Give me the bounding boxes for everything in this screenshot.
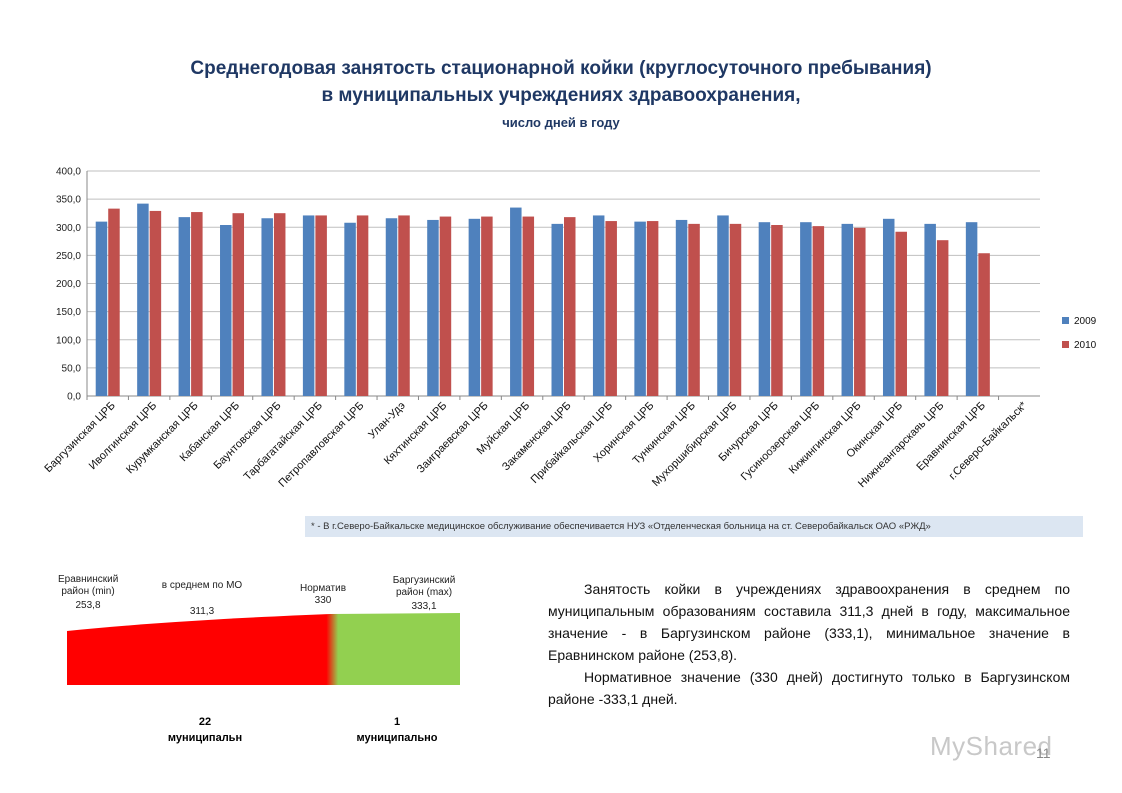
x-tick-label: Баргузинская ЦРБ xyxy=(42,400,117,475)
bar-2010 xyxy=(729,223,742,396)
bar-2010 xyxy=(439,216,452,396)
bar-2009 xyxy=(178,217,191,396)
above-norm-count: 1 xyxy=(393,716,401,728)
watermark-logo: MyShared xyxy=(930,731,1053,761)
bar-2009 xyxy=(468,218,481,396)
chart-title-line2: в муниципальных учреждениях здравоохране… xyxy=(321,85,801,106)
gauge-min-label: Еравнинский район (min) xyxy=(58,574,119,597)
bar-2010 xyxy=(812,226,825,396)
bar-2009 xyxy=(427,219,439,396)
x-tick-label: Улан-Удэ xyxy=(366,399,408,441)
legend-swatch-2009 xyxy=(1062,317,1069,324)
chart-title-line1: Среднегодовая занятость стационарной кой… xyxy=(190,58,932,79)
gauge-norm-value: 330 xyxy=(314,595,332,606)
bar-2009 xyxy=(137,203,149,396)
bar-2010 xyxy=(108,208,120,396)
gauge-max-label: Баргузинский район (max) xyxy=(392,575,456,598)
x-tick-label: Мухоршибирская ЦРБ xyxy=(650,400,739,489)
gauge-max-value: 333,1 xyxy=(411,601,437,612)
gauge-avg-label: в среднем по МО xyxy=(161,580,243,591)
bar-2009 xyxy=(592,215,605,396)
bar-2009 xyxy=(841,223,854,396)
y-tick-label: 250,0 xyxy=(56,251,81,262)
gauge-bar xyxy=(67,613,460,685)
bar-2009 xyxy=(965,222,978,396)
y-tick-label: 100,0 xyxy=(56,335,81,346)
summary-text: Занятость койки в учреждениях здравоохра… xyxy=(548,578,1070,710)
bar-2010 xyxy=(356,215,369,396)
footnote: * - В г.Северо-Байкальске медицинское об… xyxy=(305,516,1083,537)
bar-2009 xyxy=(95,221,108,396)
x-tick-label: Закаменская ЦРБ xyxy=(500,400,574,474)
above-norm-label: муниципально xyxy=(356,732,438,744)
bar-2010 xyxy=(978,253,990,396)
x-tick-label: Гусиноозерская ЦРБ xyxy=(739,400,822,483)
bar-2009 xyxy=(220,225,232,396)
bar-2009 xyxy=(717,215,729,396)
bar-2010 xyxy=(191,212,203,396)
gauge-avg-value: 311,3 xyxy=(189,606,215,617)
bar-2009 xyxy=(344,222,356,396)
x-tick-label: Прибайкальская ЦРБ xyxy=(529,400,615,486)
bar-2010 xyxy=(564,217,576,396)
x-tick-label: Курумканская ЦРБ xyxy=(124,400,201,477)
bar-2009 xyxy=(924,223,936,396)
bar-2009 xyxy=(758,222,771,396)
bar-2010 xyxy=(315,215,327,396)
bar-2010 xyxy=(771,225,783,396)
summary-paragraph-2: Нормативное значение (330 дней) достигну… xyxy=(548,669,1070,707)
bar-2010 xyxy=(232,213,245,396)
bar-2009 xyxy=(261,218,273,396)
bar-2009 xyxy=(800,222,812,396)
bar-2010 xyxy=(605,221,617,396)
bar-2009 xyxy=(551,223,563,396)
bar-2009 xyxy=(302,215,315,396)
gauge-min-value: 253,8 xyxy=(75,600,101,611)
x-tick-label: Кижингинская ЦРБ xyxy=(787,400,864,477)
x-tick-label: Тарбагатайская ЦРБ xyxy=(242,400,325,483)
legend-label-2009: 2009 xyxy=(1074,316,1097,327)
y-tick-label: 150,0 xyxy=(56,307,81,318)
bar-2010 xyxy=(936,240,949,396)
chart-subtitle: число дней в году xyxy=(502,115,620,130)
y-tick-label: 50,0 xyxy=(62,363,82,374)
y-tick-label: 0,0 xyxy=(67,392,81,403)
gauge-norm-label: Норматив xyxy=(299,583,347,594)
bar-2010 xyxy=(273,213,286,396)
bar-2010 xyxy=(398,215,410,396)
x-tick-label: Еравнинская ЦРБ xyxy=(914,400,988,474)
x-tick-label: Заиграевская ЦРБ xyxy=(415,400,491,476)
bar-2009 xyxy=(634,221,646,396)
bar-2010 xyxy=(895,231,907,396)
x-tick-label: Петропавловская ЦРБ xyxy=(276,400,366,490)
bar-2009 xyxy=(510,207,522,396)
bar-2009 xyxy=(882,218,895,396)
bar-2009 xyxy=(675,219,688,396)
x-tick-label: г.Северо-Байкальск* xyxy=(947,399,1030,482)
legend-label-2010: 2010 xyxy=(1074,340,1097,351)
bar-2010 xyxy=(646,221,659,396)
below-norm-count: 22 xyxy=(198,716,212,728)
summary-paragraph-1: Занятость койки в учреждениях здравоохра… xyxy=(548,581,1070,663)
bar-2010 xyxy=(149,210,162,396)
y-tick-label: 300,0 xyxy=(56,223,81,234)
bar-2010 xyxy=(481,216,493,396)
y-tick-label: 400,0 xyxy=(56,167,81,178)
legend-swatch-2010 xyxy=(1062,341,1069,348)
page-number: 11 xyxy=(1036,745,1051,761)
y-tick-label: 200,0 xyxy=(56,279,81,290)
bar-2010 xyxy=(854,227,866,396)
below-norm-label: муниципальн xyxy=(167,732,243,744)
bar-2010 xyxy=(688,223,700,396)
y-tick-label: 350,0 xyxy=(56,195,81,206)
bar-chart: 0,0 50,0 100,0 150,0 200,0 250,0 300,0 350,0 400… xyxy=(42,167,1097,491)
bar-2010 xyxy=(522,216,535,396)
gauge-shape xyxy=(67,613,460,685)
bar-2009 xyxy=(385,218,398,396)
